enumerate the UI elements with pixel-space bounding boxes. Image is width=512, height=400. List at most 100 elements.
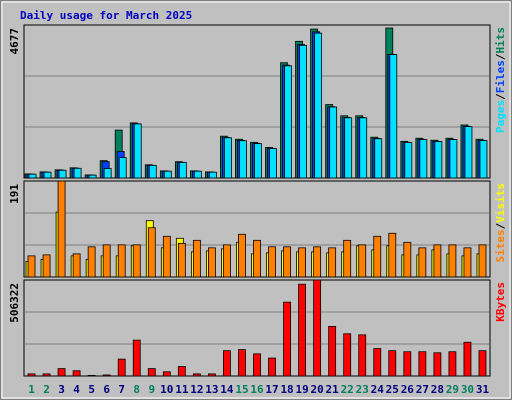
x-tick-label: 6	[103, 383, 110, 396]
legend-entry: Sites	[494, 229, 507, 262]
bar	[162, 371, 171, 377]
bar	[373, 235, 382, 278]
x-tick-label: 12	[190, 383, 203, 396]
bar	[223, 350, 231, 377]
legend-separator: /	[494, 53, 507, 60]
bar	[162, 235, 171, 278]
bar	[147, 227, 156, 278]
bar	[102, 374, 111, 377]
bar	[479, 140, 488, 179]
x-tick-label: 25	[386, 383, 399, 396]
x-tick-label: 27	[416, 383, 429, 396]
bar	[192, 373, 201, 377]
chart-title: Daily usage for March 2025	[20, 9, 192, 22]
legend-entry: Hits	[494, 27, 507, 54]
bar	[268, 246, 276, 278]
x-tick-label: 11	[175, 383, 189, 396]
bar	[88, 174, 97, 179]
bar	[117, 244, 126, 278]
bar	[433, 244, 442, 278]
bar	[464, 126, 473, 179]
bar	[133, 123, 142, 179]
legend-entry: Pages	[494, 100, 507, 133]
bar	[177, 366, 186, 377]
bar	[148, 165, 157, 179]
y-tick-label: 191	[8, 184, 21, 204]
legend: Sites/Visits	[494, 183, 507, 263]
bar	[132, 339, 141, 377]
bar	[238, 349, 246, 377]
bar	[434, 141, 443, 179]
bar	[299, 45, 307, 179]
bar	[418, 247, 427, 278]
x-tick-label: 16	[250, 383, 264, 396]
x-tick-label: 22	[341, 383, 354, 396]
bar	[43, 171, 52, 179]
x-tick-label: 24	[371, 383, 385, 396]
x-tick-label: 8	[133, 383, 140, 396]
x-tick-label: 9	[148, 383, 155, 396]
bar	[208, 373, 216, 377]
x-tick-label: 1	[28, 383, 35, 396]
bar	[373, 348, 382, 377]
x-tick-label: 23	[356, 383, 369, 396]
bar	[178, 162, 187, 179]
y-tick-label: 506322	[8, 283, 21, 323]
bar	[42, 254, 51, 278]
x-tick-label: 21	[326, 383, 340, 396]
bar	[389, 54, 398, 179]
bar	[192, 239, 201, 278]
bar	[344, 117, 353, 179]
bar	[57, 180, 66, 278]
bar	[224, 137, 232, 179]
bar	[269, 148, 277, 179]
bar	[403, 351, 412, 377]
bar	[239, 140, 247, 179]
legend-entry: Visits	[494, 183, 507, 223]
bar	[388, 350, 397, 377]
bar	[388, 232, 397, 278]
bar	[404, 142, 413, 179]
bar	[343, 333, 352, 377]
bar	[28, 173, 37, 179]
bar	[268, 357, 276, 377]
bar	[132, 244, 141, 278]
bar	[58, 169, 67, 179]
bar	[208, 247, 216, 278]
bar	[72, 370, 81, 377]
x-tick-label: 18	[280, 383, 293, 396]
legend: KBytes	[494, 282, 507, 322]
x-tick-label: 30	[461, 383, 474, 396]
bar	[359, 117, 368, 179]
bar	[478, 244, 487, 278]
bar	[313, 279, 322, 377]
bar	[102, 244, 111, 278]
bar	[328, 247, 337, 278]
legend-entry: Files	[494, 60, 507, 93]
x-tick-label: 4	[73, 383, 80, 396]
bar	[118, 157, 127, 179]
bar	[313, 246, 322, 278]
x-tick-label: 13	[205, 383, 218, 396]
bar	[433, 352, 442, 377]
x-tick-label: 15	[235, 383, 248, 396]
bar	[238, 233, 246, 278]
bar	[343, 239, 352, 278]
x-tick-label: 31	[476, 383, 490, 396]
bar	[209, 171, 217, 179]
x-tick-label: 7	[118, 383, 125, 396]
bar	[177, 242, 186, 278]
x-tick-label: 26	[401, 383, 415, 396]
x-tick-label: 20	[311, 383, 324, 396]
x-tick-label: 29	[446, 383, 459, 396]
bar	[418, 351, 427, 377]
bar	[358, 244, 367, 278]
bar	[253, 239, 261, 278]
bar	[27, 255, 36, 278]
x-tick-label: 5	[88, 383, 95, 396]
x-tick-label: 17	[265, 383, 278, 396]
legend-separator: /	[494, 222, 507, 229]
bar	[193, 170, 202, 179]
